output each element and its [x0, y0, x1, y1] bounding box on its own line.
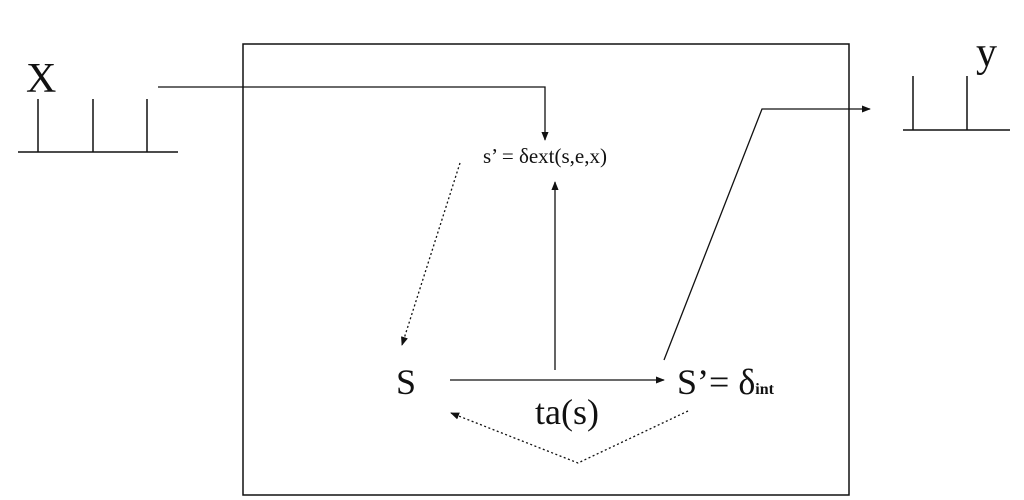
input-port-label: X	[26, 56, 57, 102]
output-port-label: y	[976, 30, 997, 76]
external-transition-label: s’ = δext(s,e,x)	[483, 144, 607, 168]
external-update-dotted-arrow	[401, 162, 461, 346]
output-port-icon	[903, 76, 1010, 131]
next-state-label: S’= δint	[677, 364, 774, 400]
input-port-icon	[18, 99, 178, 153]
time-advance-label: ta(s)	[535, 392, 599, 432]
input-arrow	[158, 86, 549, 141]
next-state-prefix: S’= δ	[677, 362, 756, 402]
output-arrow	[663, 105, 871, 361]
internal-return-dotted-arrow	[450, 410, 689, 464]
state-label: S	[396, 362, 417, 402]
model-box	[242, 43, 850, 496]
next-state-subscript: int	[755, 381, 774, 398]
